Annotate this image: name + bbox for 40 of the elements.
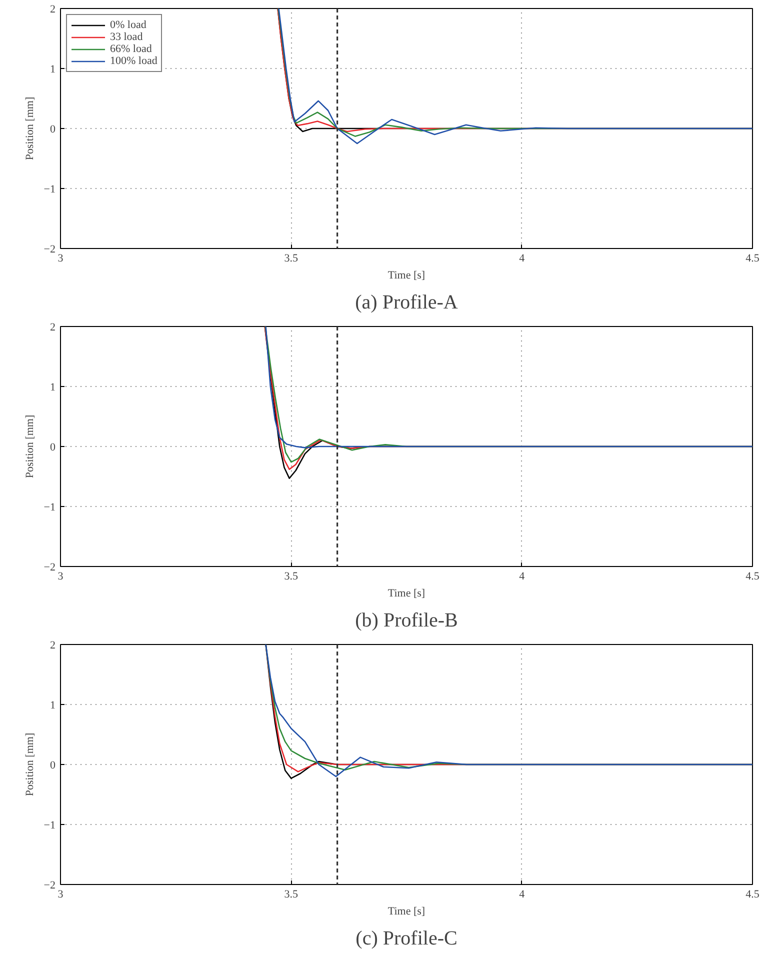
y-axis-title: Position [mm]: [24, 732, 36, 796]
legend-label: 0% load: [110, 19, 146, 31]
y-tick-label: −1: [44, 820, 56, 832]
y-tick-label: 0: [50, 124, 56, 136]
legend-label: 33 load: [110, 31, 143, 43]
x-axis-title: Time [s]: [388, 588, 426, 600]
x-tick-label: 3: [58, 888, 64, 900]
x-tick-label: 3: [58, 252, 64, 264]
y-tick-label: 2: [50, 640, 56, 652]
y-axis-title: Position [mm]: [24, 96, 36, 160]
y-tick-label: −1: [44, 184, 56, 196]
y-tick-label: 1: [50, 64, 56, 76]
y-axis-title: Position [mm]: [24, 414, 36, 478]
x-tick-label: 4: [519, 570, 526, 582]
text: (c) Profile-C: [356, 928, 458, 950]
x-axis-title: Time [s]: [388, 906, 426, 918]
x-tick-label: 4.5: [746, 888, 760, 900]
x-tick-label: 4: [519, 252, 526, 264]
y-tick-label: 1: [50, 382, 56, 394]
y-tick-label: −2: [44, 562, 56, 574]
x-tick-label: 3.5: [284, 888, 299, 900]
legend-label: 100% load: [110, 55, 158, 67]
x-axis-title: Time [s]: [388, 270, 426, 282]
text: (b) Profile-B: [355, 610, 458, 632]
x-tick-label: 3: [58, 570, 64, 582]
y-tick-label: 1: [50, 700, 56, 712]
text: (a) Profile-A: [355, 292, 458, 314]
legend-label: 66% load: [110, 43, 152, 55]
x-tick-label: 4.5: [746, 252, 760, 264]
x-tick-label: 4: [519, 888, 526, 900]
y-tick-label: −2: [44, 244, 56, 256]
x-tick-label: 4.5: [746, 570, 760, 582]
x-tick-label: 3.5: [284, 570, 299, 582]
y-tick-label: −1: [44, 502, 56, 514]
y-tick-label: 2: [50, 322, 56, 334]
x-tick-label: 3.5: [284, 252, 299, 264]
y-tick-label: −2: [44, 880, 56, 892]
y-tick-label: 2: [50, 4, 56, 16]
y-tick-label: 0: [50, 760, 56, 772]
y-tick-label: 0: [50, 442, 56, 454]
